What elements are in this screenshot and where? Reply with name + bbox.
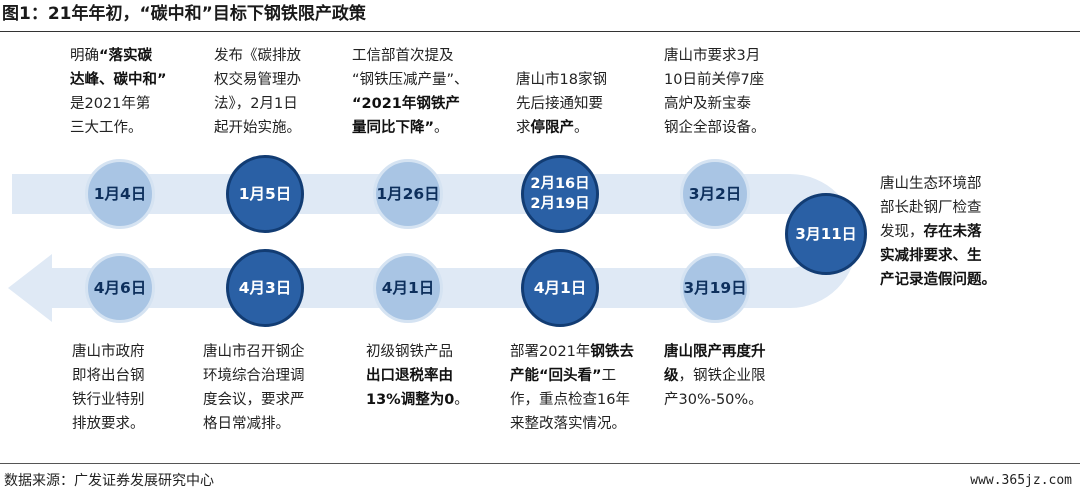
timeline-node-turn: 3月11日 <box>785 193 867 275</box>
event-desc-top-5: 唐山市要求3月 10日前关停7座 高炉及新宝泰 钢企全部设备。 <box>664 48 766 136</box>
event-desc-bottom-2: 唐山市召开钢企 环境综合治理调 度会议，要求严 格日常减排。 <box>203 344 305 432</box>
timeline-node-bottom-2: 4月3日 <box>226 249 304 327</box>
event-desc-bottom-3: 初级钢铁产品 出口退税率由 13%调整为0。 <box>366 344 469 408</box>
footer-rule <box>0 463 1080 464</box>
timeline-node-top-2: 1月5日 <box>226 155 304 233</box>
event-desc-turn: 唐山生态环境部 部长赴钢厂检查 发现，存在未落 实减排要求、生 产记录造假问题。 <box>880 176 996 288</box>
figure-title: 图1：21年年初，“碳中和”目标下钢铁限产政策 <box>2 4 366 24</box>
timeline-node-top-4: 2月16日 2月19日 <box>521 155 599 233</box>
timeline-arrow-band <box>8 174 857 322</box>
title-rule <box>0 31 1080 32</box>
event-desc-top-4: 唐山市18家钢 先后接通知要 求停限产。 <box>516 72 607 136</box>
timeline-node-top-1: 1月4日 <box>85 159 155 229</box>
event-desc-top-2: 发布《碳排放 权交易管理办 法》，2月1日 起开始实施。 <box>214 48 301 136</box>
event-desc-bottom-5: 唐山限产再度升 级，钢铁企业限 产30%-50%。 <box>664 344 766 408</box>
event-desc-bottom-1: 唐山市政府 即将出台钢 铁行业特别 排放要求。 <box>72 344 145 432</box>
timeline-node-bottom-5: 3月19日 <box>680 253 750 323</box>
source-note: 数据来源：广发证券发展研究中心 <box>4 473 214 489</box>
event-desc-bottom-4: 部署2021年钢铁去 产能“回头看”工 作，重点检查16年 来整改落实情况。 <box>510 344 634 432</box>
watermark: www.365jz.com <box>970 473 1072 488</box>
timeline-node-bottom-4: 4月1日 <box>521 249 599 327</box>
event-desc-top-1: 明确“落实碳 达峰、碳中和” 是2021年第 三大工作。 <box>70 48 167 136</box>
timeline-node-bottom-3: 4月1日 <box>373 253 443 323</box>
event-desc-top-3: 工信部首次提及 “钢铁压减产量”、 “2021年钢铁产 量同比下降”。 <box>352 48 469 136</box>
timeline-node-bottom-1: 4月6日 <box>85 253 155 323</box>
timeline-node-top-3: 1月26日 <box>373 159 443 229</box>
timeline-node-top-5: 3月2日 <box>680 159 750 229</box>
